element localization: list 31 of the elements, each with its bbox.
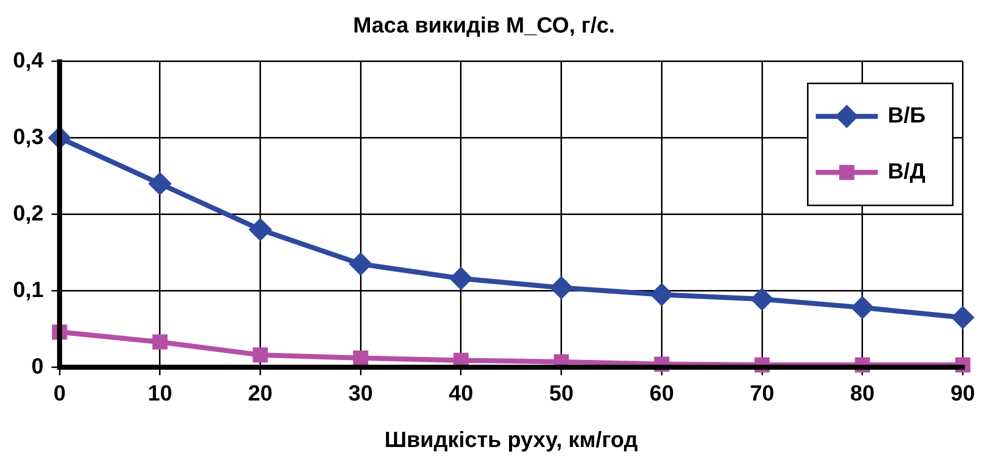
point: [550, 276, 573, 300]
x-tick-label: 30: [348, 380, 373, 406]
x-tick-label: 70: [750, 380, 774, 406]
legend-label: В/Б: [888, 102, 926, 128]
x-tick-label: 90: [950, 380, 976, 406]
x-tick-label: 80: [850, 380, 875, 406]
y-tick-label: 0: [31, 353, 44, 378]
chart-title: Маса викидів М_СО, г/с.: [353, 12, 615, 38]
x-tick-label: 40: [448, 380, 474, 406]
point: [850, 296, 874, 320]
x-tick-label: 60: [649, 380, 674, 406]
x-tick-label: 20: [248, 380, 273, 406]
x-tick-label: 50: [549, 380, 574, 406]
point: [252, 347, 268, 363]
point: [248, 218, 272, 242]
point: [951, 306, 974, 330]
point: [650, 283, 674, 306]
point: [349, 252, 372, 276]
legend-label: В/Д: [888, 158, 926, 184]
x-axis-title: Швидкість руху, км/год: [384, 426, 638, 452]
x-tick-label: 10: [148, 380, 172, 406]
point: [449, 267, 472, 290]
point: [353, 350, 368, 366]
x-tick-label: 0: [53, 380, 66, 406]
y-tick-label: 0,3: [12, 124, 44, 149]
y-tick-label: 0,2: [12, 200, 44, 226]
point: [148, 172, 172, 196]
y-tick-label: 0,1: [12, 276, 44, 302]
point: [152, 334, 168, 350]
y-tick-label: 0,4: [12, 47, 44, 72]
point: [750, 288, 774, 311]
